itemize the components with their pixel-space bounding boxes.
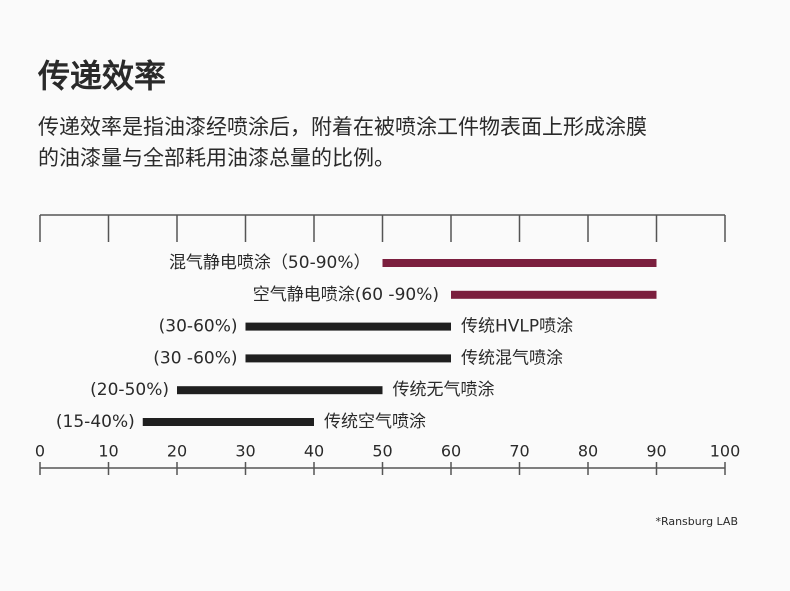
- description-line: 的油漆量与全部耗用油漆总量的比例。: [38, 146, 395, 170]
- bar: [382, 259, 657, 267]
- category-label: 混气静电喷涂: [169, 253, 271, 273]
- x-tick-label: 0: [35, 442, 45, 461]
- category-label: 空气静电喷涂: [253, 285, 355, 305]
- x-tick-label: 100: [710, 442, 741, 461]
- x-tick-label: 20: [167, 442, 187, 461]
- bar: [177, 386, 383, 395]
- bar: [245, 354, 451, 363]
- value-label: (30 -60%): [153, 348, 237, 368]
- x-tick-label: 40: [304, 442, 324, 461]
- bar: [451, 290, 657, 299]
- x-tick-label: 90: [646, 442, 666, 461]
- x-tick-label: 60: [441, 442, 461, 461]
- value-label: (15-40%): [56, 412, 135, 432]
- bar-label: 混气静电喷涂（50-90%）: [169, 253, 371, 273]
- x-tick-label: 10: [98, 442, 118, 461]
- bar: [245, 322, 451, 331]
- x-tick-label: 80: [578, 442, 598, 461]
- x-tick-label: 70: [509, 442, 529, 461]
- category-label: 传统HVLP喷涂: [461, 317, 573, 337]
- value-label: (20-50%): [90, 380, 169, 400]
- category-label: 传统无气喷涂: [393, 380, 495, 400]
- bar-label: 空气静电喷涂(60 -90%): [253, 285, 439, 305]
- bar: [142, 418, 314, 426]
- category-label: 传统混气喷涂: [461, 348, 563, 368]
- x-tick-label: 50: [372, 442, 392, 461]
- category-label: 传统空气喷涂: [324, 412, 426, 432]
- value-label: （50-90%）: [271, 253, 371, 273]
- value-label: (60 -90%): [355, 285, 439, 305]
- description-line: 传递效率是指油漆经喷涂后，附着在被喷涂工件物表面上形成涂膜: [38, 115, 647, 139]
- x-tick-label: 30: [235, 442, 255, 461]
- value-label: (30-60%): [159, 317, 238, 337]
- chart-title: 传递效率: [37, 57, 166, 95]
- footnote: *Ransburg LAB: [655, 515, 738, 528]
